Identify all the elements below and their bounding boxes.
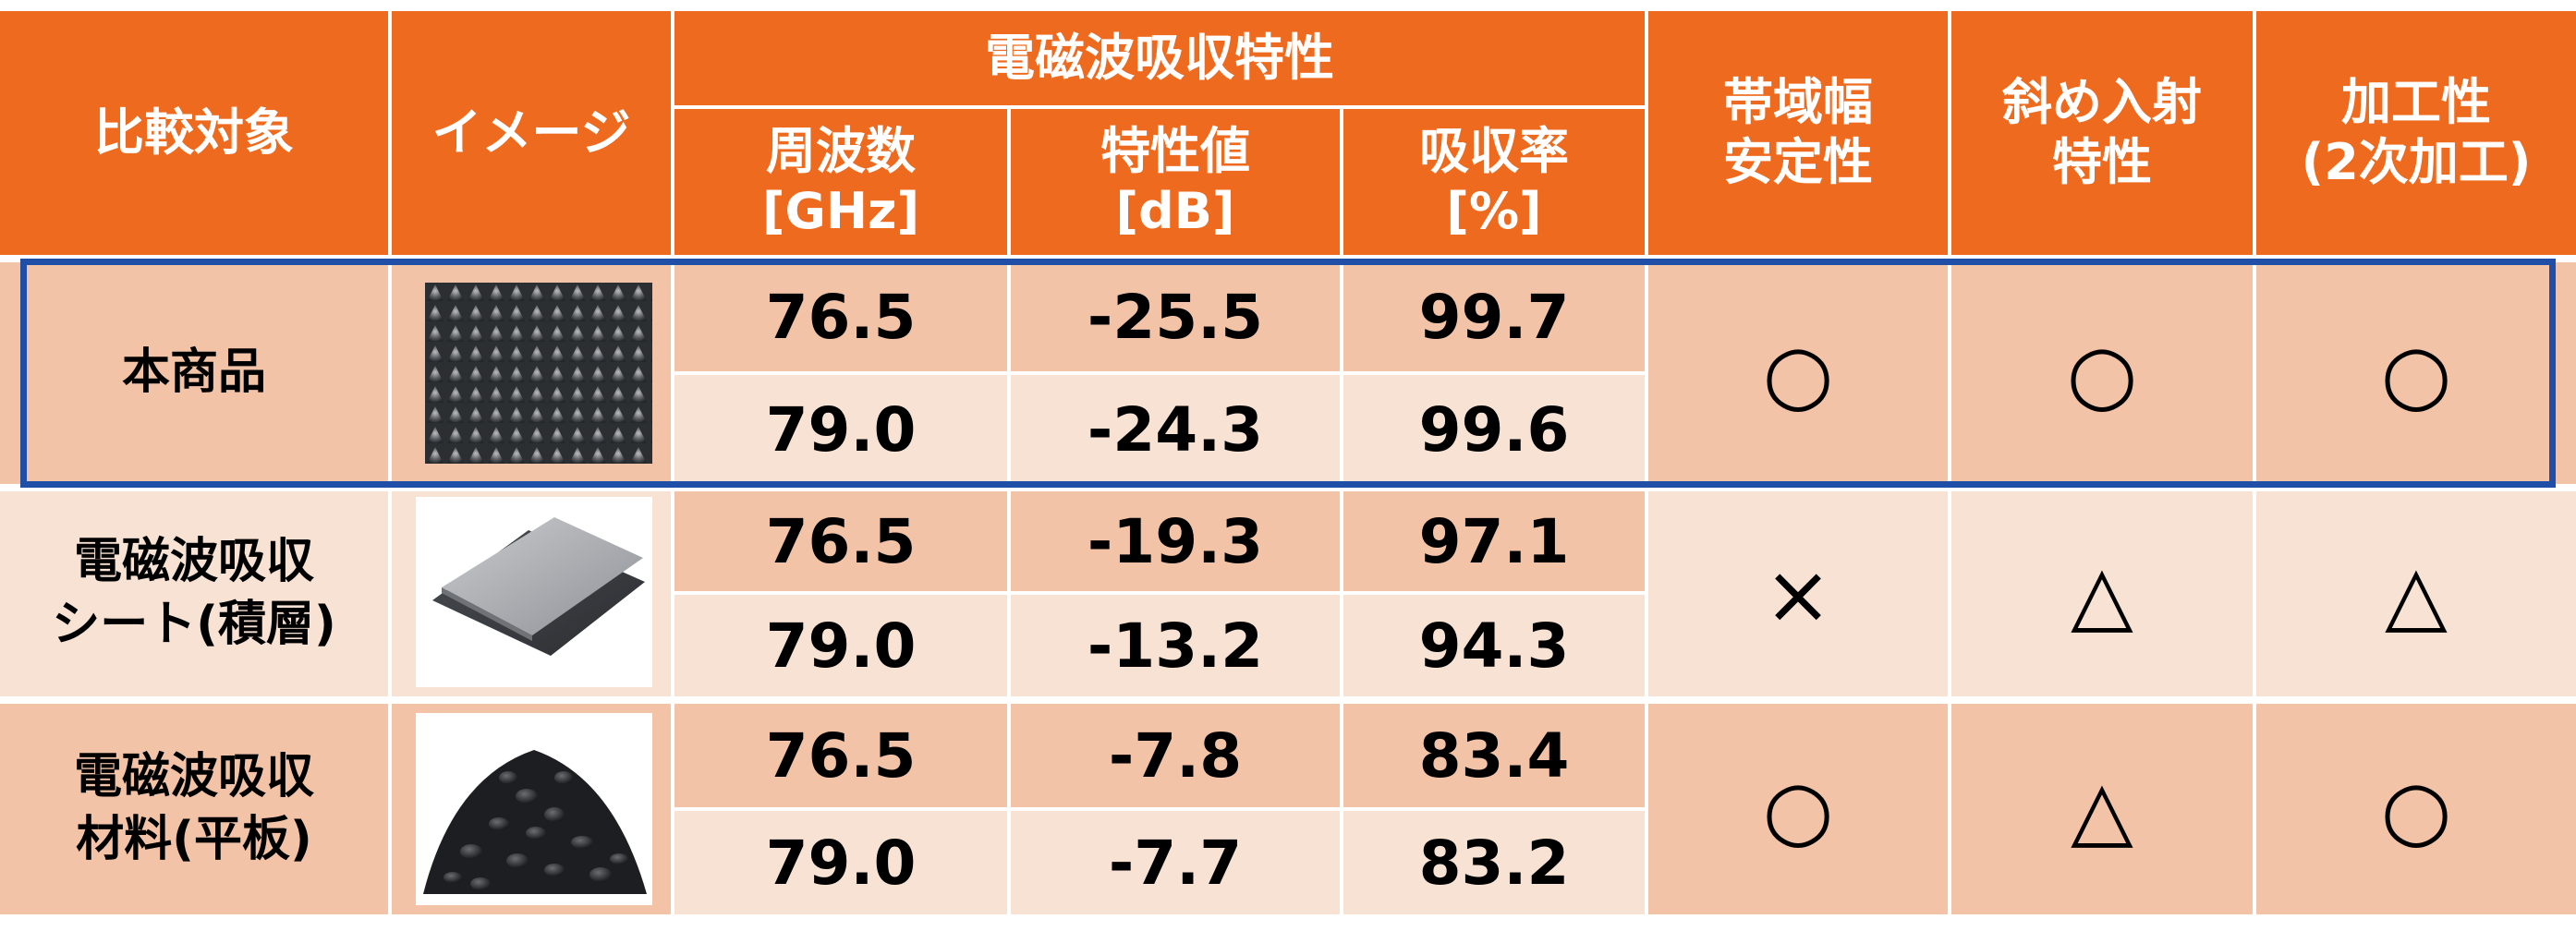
row-product-db-2: -24.3 (1011, 375, 1340, 484)
row-product-name: 本商品 (0, 262, 388, 484)
row-sheet-image-cell (392, 491, 671, 696)
header-absorption-rate: 吸収率 [%] (1343, 109, 1645, 255)
row-sheet-db-1: -19.3 (1011, 491, 1340, 591)
header-image: イメージ (392, 11, 671, 255)
header-processability: 加工性 (2次加工) (2256, 11, 2576, 255)
row-product-rate-2: 99.6 (1343, 375, 1645, 484)
row-product-rate-1: 99.7 (1343, 262, 1645, 371)
row-sheet-db-2: -13.2 (1011, 595, 1340, 696)
row-material-freq-1: 76.5 (674, 704, 1007, 807)
row-sheet-name: 電磁波吸収 シート(積層) (0, 491, 388, 696)
absorber-sheet-photo (416, 497, 652, 687)
row-sheet-rate-2: 94.3 (1343, 595, 1645, 696)
row-product-freq-2: 79.0 (674, 375, 1007, 484)
absorber-pellets-photo (416, 713, 652, 905)
row-sheet-oblique: △ (1951, 491, 2253, 696)
row-product-image-cell (392, 262, 671, 484)
row-material-process: ○ (2256, 704, 2576, 914)
row-material-rate-2: 83.2 (1343, 811, 1645, 914)
row-sheet-process: △ (2256, 491, 2576, 696)
row-sheet-freq-2: 79.0 (674, 595, 1007, 696)
row-product-oblique: ○ (1951, 262, 2253, 484)
row-material-bandwidth: ○ (1648, 704, 1948, 914)
pyramid-foam-absorber-photo (425, 283, 652, 464)
header-frequency: 周波数 [GHz] (674, 109, 1007, 255)
row-material-freq-2: 79.0 (674, 811, 1007, 914)
row-sheet-bandwidth: × (1648, 491, 1948, 696)
row-product-bandwidth: ○ (1648, 262, 1948, 484)
row-sheet-rate-1: 97.1 (1343, 491, 1645, 591)
row-material-db-1: -7.8 (1011, 704, 1340, 807)
header-em-absorption: 電磁波吸収特性 (674, 11, 1645, 105)
row-material-oblique: △ (1951, 704, 2253, 914)
row-material-db-2: -7.7 (1011, 811, 1340, 914)
row-product-db-1: -25.5 (1011, 262, 1340, 371)
row-sheet-freq-1: 76.5 (674, 491, 1007, 591)
header-bandwidth-stability: 帯域幅 安定性 (1648, 11, 1948, 255)
header-compare-target: 比較対象 (0, 11, 388, 255)
row-product-process: ○ (2256, 262, 2576, 484)
row-material-rate-1: 83.4 (1343, 704, 1645, 807)
row-material-name: 電磁波吸収 材料(平板) (0, 704, 388, 914)
header-oblique-incidence: 斜め入射 特性 (1951, 11, 2253, 255)
header-characteristic: 特性値 [dB] (1011, 109, 1340, 255)
row-product-freq-1: 76.5 (674, 262, 1007, 371)
row-material-image-cell (392, 704, 671, 914)
